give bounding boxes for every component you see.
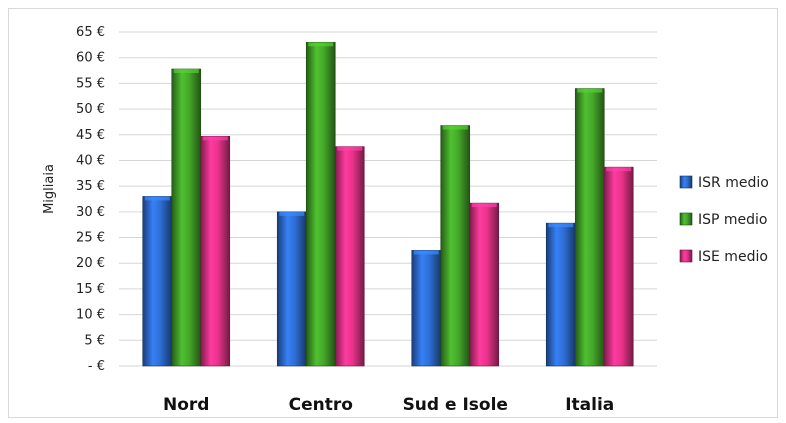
x-category-label: Italia	[565, 395, 614, 415]
bar-highlight	[144, 196, 170, 201]
y-tick-label: 35 €	[76, 179, 105, 194]
bar-highlight	[606, 167, 632, 172]
bars	[142, 41, 634, 367]
bar-ise-medio-centro	[334, 146, 365, 367]
bar-isp-medio-sud-e-isole	[440, 125, 471, 367]
bar-highlight	[548, 223, 574, 228]
bar-isr-medio-italia	[545, 222, 576, 367]
y-tick-label: 50 €	[76, 102, 105, 117]
bar-highlight	[337, 146, 363, 151]
x-axis-categories: Nord Centro Sud e Isole Italia	[163, 395, 614, 415]
bar-ise-medio-sud-e-isole	[469, 202, 500, 367]
bar-highlight	[173, 68, 199, 73]
legend-label: ISR medio	[698, 175, 769, 191]
bar-highlight	[279, 211, 305, 216]
y-tick-label: 40 €	[76, 153, 105, 168]
x-category-label: Centro	[289, 395, 353, 415]
y-axis-label: Migliaia	[42, 164, 57, 214]
y-tick-label: 10 €	[76, 308, 105, 323]
y-tick-label: 15 €	[76, 282, 105, 297]
legend-label: ISE medio	[698, 249, 768, 265]
y-tick-label: 45 €	[76, 128, 105, 143]
bar-isr-medio-sud-e-isole	[411, 250, 442, 367]
bar-chart: - € 5 € 10 € 15 € 20 € 25 € 30 € 35 € 40 € 45 € 50…	[42, 25, 769, 415]
bar-highlight	[577, 88, 603, 93]
legend-label: ISP medio	[698, 212, 768, 228]
x-category-label: Sud e Isole	[403, 395, 508, 415]
bar-highlight	[442, 125, 468, 130]
y-tick-label: 25 €	[76, 231, 105, 246]
bar-isr-medio-centro	[276, 211, 307, 367]
legend-swatch	[679, 249, 693, 263]
legend-swatch	[679, 212, 693, 226]
chart-frame: - € 5 € 10 € 15 € 20 € 25 € 30 € 35 € 40 € 45 € 50…	[8, 8, 778, 418]
bar-ise-medio-italia	[603, 166, 634, 367]
legend: ISR medio ISP medio ISE medio	[679, 175, 769, 265]
y-tick-label: 5 €	[84, 333, 105, 348]
y-tick-label: 55 €	[76, 76, 105, 91]
y-tick-label: 65 €	[76, 25, 105, 40]
bar-isp-medio-italia	[574, 88, 605, 367]
bar-isp-medio-centro	[305, 41, 336, 367]
y-axis-ticks: - € 5 € 10 € 15 € 20 € 25 € 30 € 35 € 40 € 45 € 50…	[76, 25, 105, 374]
bar-ise-medio-nord	[200, 136, 231, 367]
y-tick-label: 60 €	[76, 51, 105, 66]
x-category-label: Nord	[163, 395, 209, 415]
bar-highlight	[471, 203, 497, 208]
bar-isr-medio-nord	[142, 196, 173, 367]
bar-highlight	[308, 42, 334, 47]
bar-isp-medio-nord	[171, 68, 202, 367]
y-tick-label: 20 €	[76, 256, 105, 271]
y-tick-label: 30 €	[76, 205, 105, 220]
y-tick-label: - €	[88, 359, 105, 374]
legend-swatch	[679, 175, 693, 189]
bar-highlight	[202, 136, 228, 141]
bar-highlight	[413, 250, 439, 255]
